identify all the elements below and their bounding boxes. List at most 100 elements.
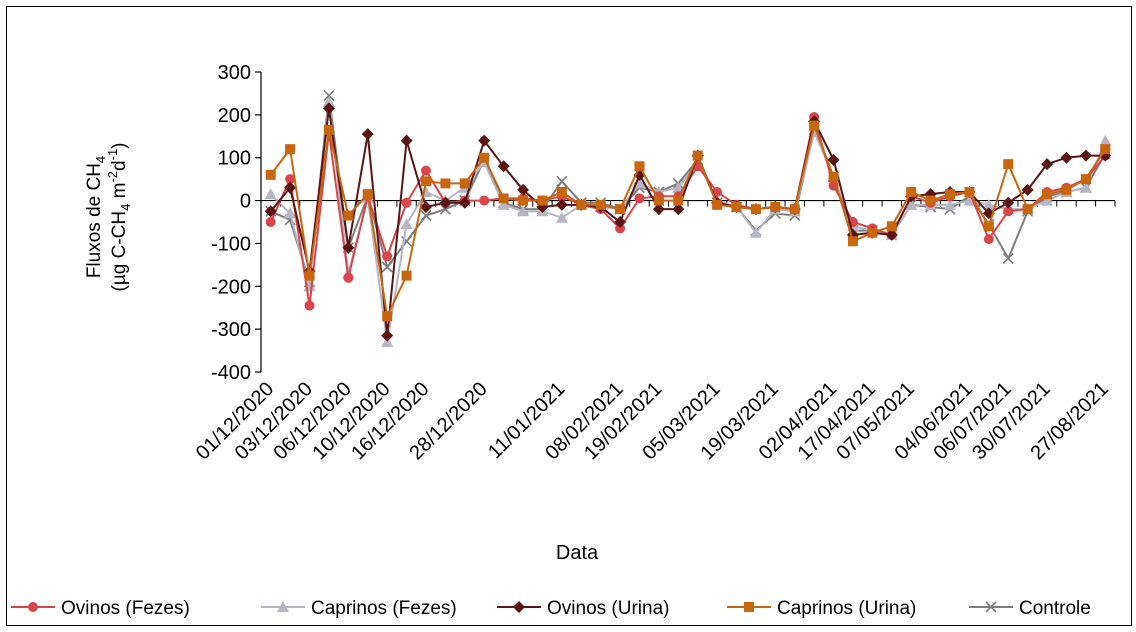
y-axis-title: Fluxos de CH4(µg C-CH4 m-2d-1) (84, 143, 133, 292)
data-point (809, 120, 820, 131)
data-point (906, 187, 917, 197)
data-point (963, 194, 976, 206)
y-tick-label: -200 (211, 276, 251, 298)
y-axis-title-line1: Fluxos de CH4 (84, 156, 108, 278)
legend-label: Caprinos (Urina) (777, 598, 916, 619)
data-point (498, 193, 509, 204)
legend-marker (744, 602, 754, 612)
data-point (264, 188, 277, 200)
legend-item: Controle (969, 598, 1091, 619)
data-point (1100, 144, 1111, 155)
data-point (1042, 189, 1053, 200)
data-point (555, 198, 568, 211)
data-point (419, 201, 432, 213)
data-point (556, 187, 567, 197)
data-point (478, 134, 491, 147)
data-point (479, 195, 490, 206)
y-tick-label: -400 (211, 362, 251, 384)
line-chart: Fluxos de CH4(µg C-CH4 m-2d-1) 300 200 100… (11, 62, 1116, 619)
data-point (459, 178, 470, 189)
y-tick-label: 200 (218, 105, 251, 127)
data-point (615, 204, 626, 215)
data-point (284, 181, 297, 194)
data-point (614, 216, 627, 228)
legend-marker (277, 601, 289, 612)
y-tick-label: 100 (218, 148, 251, 170)
data-point (885, 228, 898, 241)
data-point (983, 221, 994, 232)
data-point (1061, 184, 1072, 195)
data-point (479, 152, 490, 163)
data-point (265, 169, 276, 180)
data-point (323, 90, 335, 102)
data-point (362, 189, 373, 200)
data-point (633, 177, 646, 189)
data-point (381, 261, 393, 273)
data-point (517, 205, 530, 217)
data-point (265, 217, 276, 227)
chart-frame: Fluxos de CH4 (µg C-CH4 m-2d-1) 300 200 100… (6, 6, 1132, 626)
data-point (595, 199, 606, 210)
data-point (867, 227, 878, 238)
data-point (284, 207, 297, 219)
data-point (343, 210, 354, 221)
data-point (1002, 252, 1014, 264)
data-point (652, 203, 665, 216)
data-point (653, 195, 664, 206)
y-tick-label: 0 (240, 191, 251, 213)
data-point (1060, 151, 1073, 164)
data-point (770, 202, 781, 212)
legend-item: Ovinos (Urina) (497, 598, 669, 619)
data-point (440, 178, 451, 189)
data-point (420, 176, 431, 187)
data-point (1003, 206, 1014, 217)
legend-label: Ovinos (Urina) (547, 598, 669, 619)
data-point (343, 272, 354, 283)
data-point (517, 183, 530, 196)
data-point (983, 234, 994, 245)
data-point (322, 96, 335, 107)
data-point (789, 204, 800, 215)
data-point (518, 195, 529, 206)
data-point (692, 150, 703, 161)
series-line (269, 101, 1107, 343)
data-point (847, 236, 858, 247)
data-point (1003, 159, 1014, 170)
data-point (1022, 204, 1033, 215)
data-point (982, 198, 995, 210)
data-point (886, 221, 897, 232)
data-point (615, 223, 626, 234)
legend-label: Controle (1019, 598, 1091, 619)
data-point (944, 198, 957, 210)
series-caprinos-urina (265, 120, 1111, 322)
data-point (1079, 181, 1092, 193)
data-point (439, 196, 452, 209)
legend-marker (985, 601, 997, 613)
legend-marker (28, 602, 38, 612)
data-point (905, 198, 918, 210)
x-tick-labels: 01/12/202003/12/202006/12/202010/12/2020… (192, 378, 1113, 464)
series-controle (265, 90, 1111, 288)
data-point (672, 203, 685, 216)
data-point (401, 270, 412, 281)
data-point (1041, 158, 1054, 171)
data-point (1041, 194, 1054, 206)
data-point (945, 189, 956, 200)
data-point (420, 165, 431, 176)
data-point (1002, 196, 1015, 209)
data-point (458, 196, 471, 209)
data-point (556, 175, 568, 187)
data-point (1079, 149, 1092, 162)
data-point (342, 241, 355, 254)
data-point (964, 187, 975, 197)
legend-item: Ovinos (Fezes) (11, 598, 190, 619)
data-point (925, 195, 936, 206)
legend: Ovinos (Fezes) Caprinos (Fezes) Ovinos (Ur… (11, 598, 1091, 619)
data-point (361, 128, 374, 141)
data-point (381, 329, 394, 342)
data-point (497, 160, 510, 173)
data-point (322, 102, 335, 115)
legend-item: Caprinos (Fezes) (261, 598, 457, 619)
x-axis-title: Data (556, 542, 599, 564)
legend-item: Caprinos (Urina) (727, 598, 916, 619)
